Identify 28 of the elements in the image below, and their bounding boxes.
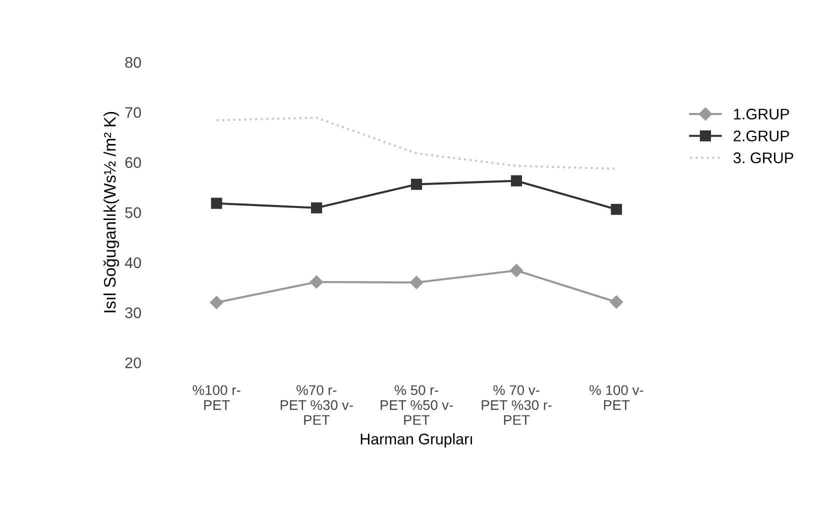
x-tick-label: %70 r- PET %30 v- PET <box>280 385 353 425</box>
point <box>510 264 524 278</box>
x-axis-title: Harman Grupları <box>360 433 472 448</box>
y-tick-label: 40 <box>124 257 142 268</box>
y-tick-label: 80 <box>125 57 142 68</box>
point <box>610 295 624 309</box>
legend-label: 2.GRUP <box>734 130 789 142</box>
point <box>410 276 424 290</box>
x-tick-label: % 50 r- PET %50 v- PET <box>380 385 453 425</box>
legend-label: 1.GRUP <box>734 108 789 120</box>
point <box>310 202 322 214</box>
x-tick-label: % 70 v- PET %30 r- PET <box>482 385 552 425</box>
legend-label: 3. GRUP <box>734 152 794 164</box>
y-tick-label: 50 <box>125 207 142 218</box>
x-tick-label: %100 r- PET <box>192 385 240 410</box>
line-series <box>216 116 618 170</box>
point <box>610 204 622 215</box>
point <box>510 175 522 186</box>
y-tick-label: 30 <box>125 307 142 318</box>
point <box>310 275 324 289</box>
point <box>210 296 224 310</box>
y-axis-title: Isıl Soğuganlık(Ws½ /m² K) <box>103 112 120 312</box>
y-tick-label: 20 <box>125 357 142 368</box>
point <box>211 198 222 209</box>
y-tick-label: 70 <box>125 107 142 118</box>
x-tick-label: % 100 v- PET <box>590 385 644 410</box>
point <box>410 178 422 190</box>
y-tick-label: 60 <box>125 157 142 168</box>
